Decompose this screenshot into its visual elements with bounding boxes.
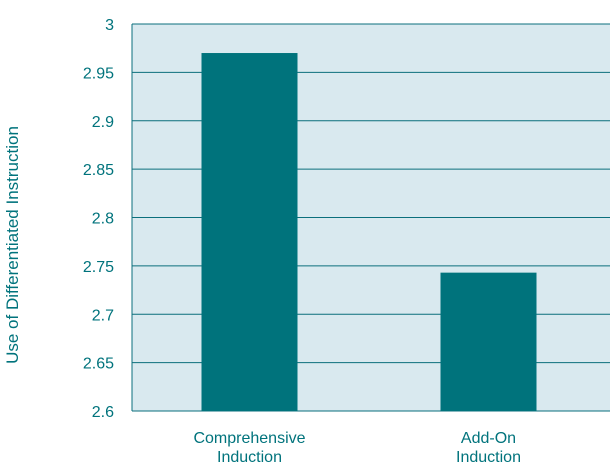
x-tick-label: Add-On [461,430,516,447]
y-tick-label: 2.75 [83,259,114,276]
x-tick-label: Comprehensive [193,430,305,447]
x-tick-label: Induction [456,449,521,466]
y-tick-label: 2.65 [83,356,114,373]
x-axis-tick-labels: Comprehensive Induction Add-On Induction [193,430,521,466]
bar [440,272,537,411]
y-tick-label: 2.6 [92,404,114,421]
y-axis-label: Use of Differentiated Instruction [3,126,22,364]
y-tick-label: 2.8 [92,211,114,228]
y-tick-label: 3 [105,17,114,34]
y-axis-tick-labels: 2.6 2.65 2.7 2.75 2.8 2.85 2.9 2.95 3 [83,17,114,421]
bars [201,53,537,412]
y-tick-label: 2.9 [92,114,114,131]
y-tick-label: 2.85 [83,162,114,179]
bar [201,53,298,412]
y-tick-label: 2.95 [83,65,114,82]
y-tick-label: 2.7 [92,307,114,324]
x-tick-label: Induction [217,449,282,466]
